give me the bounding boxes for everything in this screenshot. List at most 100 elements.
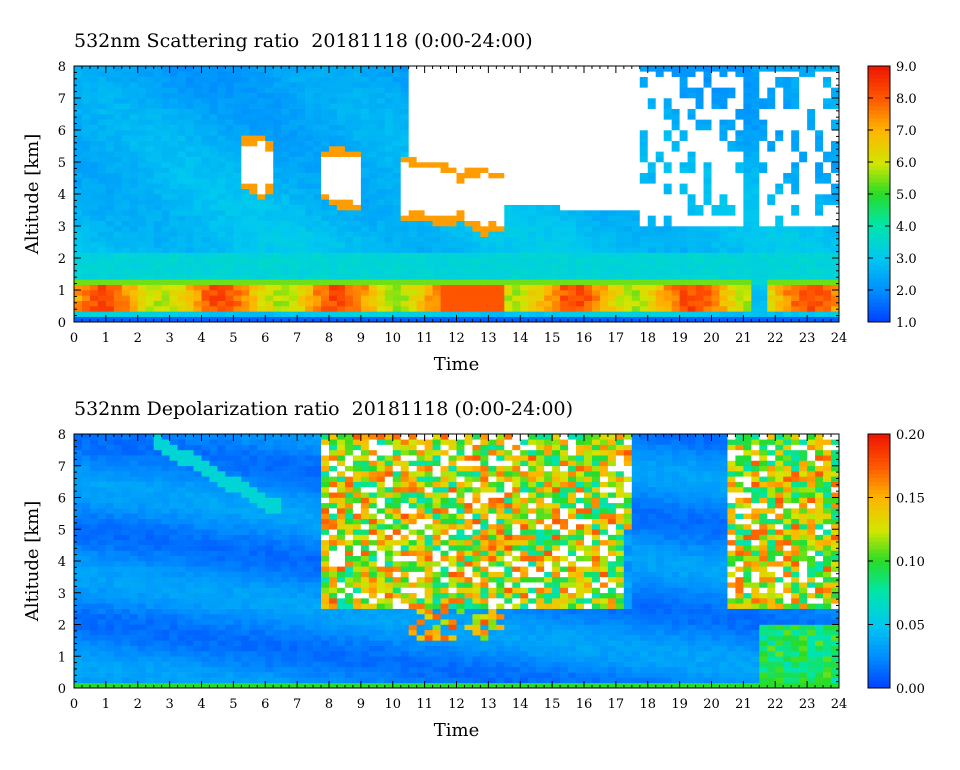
heatmap-cell (89, 162, 99, 168)
heatmap-cell (344, 156, 354, 163)
heatmap-cell (289, 194, 298, 200)
heatmap-cell (512, 130, 521, 136)
heatmap-cell (281, 124, 290, 131)
heatmap-cell (153, 268, 162, 275)
heatmap-cell (137, 82, 147, 88)
heatmap-cell (121, 306, 131, 312)
heatmap-cell (297, 204, 306, 211)
heatmap-cell (360, 172, 370, 179)
heatmap-cell (241, 66, 250, 72)
heatmap-cell (209, 114, 218, 120)
heatmap-cell (105, 98, 115, 104)
heatmap-cell (767, 188, 776, 195)
heatmap-cell (368, 311, 378, 317)
heatmap-cell (807, 82, 816, 88)
heatmap-cell (313, 92, 322, 99)
heatmap-cell (679, 156, 688, 163)
heatmap-cell (711, 135, 720, 141)
heatmap-cell (257, 300, 266, 307)
heatmap-cell (687, 215, 696, 221)
heatmap-cell (177, 172, 186, 179)
heatmap-cell (799, 284, 808, 291)
heatmap-cell (607, 162, 617, 168)
heatmap-cell (424, 290, 433, 296)
heatmap-cell (305, 274, 314, 280)
heatmap-cell (336, 210, 346, 216)
heatmap-cell (607, 114, 617, 120)
heatmap-cell (305, 130, 314, 136)
heatmap-cell (368, 316, 378, 323)
heatmap-cell (273, 66, 282, 72)
heatmap-cell (727, 124, 736, 131)
heatmap-cell (727, 146, 736, 152)
heatmap-cell (456, 135, 465, 141)
heatmap-cell (392, 188, 402, 195)
heatmap-cell (767, 76, 776, 83)
heatmap-cell (655, 172, 664, 179)
heatmap-cell (504, 300, 513, 307)
heatmap-cell (591, 210, 601, 216)
heatmap-cell (89, 247, 99, 253)
heatmap-cell (480, 242, 489, 248)
heatmap-cell (528, 71, 537, 77)
heatmap-cell (177, 188, 186, 195)
heatmap-cell (783, 215, 792, 221)
heatmap-cell (520, 135, 529, 141)
heatmap-cell (719, 119, 728, 125)
heatmap-cell (225, 311, 234, 317)
heatmap-cell (448, 204, 457, 211)
heatmap-cell (512, 156, 521, 163)
heatmap-cell (145, 300, 154, 307)
heatmap-cell (432, 156, 441, 163)
heatmap-cell (305, 98, 314, 104)
heatmap-cell (560, 114, 569, 120)
heatmap-cell (440, 199, 449, 205)
heatmap-cell (408, 247, 417, 253)
heatmap-cell (783, 295, 792, 301)
heatmap-cell (687, 274, 696, 280)
heatmap-cell (297, 188, 306, 195)
heatmap-cell (799, 204, 808, 211)
heatmap-cell (799, 258, 808, 264)
heatmap-cell (815, 103, 824, 109)
heatmap-cell (305, 172, 314, 179)
heatmap-cell (536, 199, 545, 205)
heatmap-cell (599, 220, 609, 227)
heatmap-cell (336, 252, 346, 259)
heatmap-cell (639, 284, 649, 291)
heatmap-cell (488, 194, 497, 200)
heatmap-cell (137, 146, 147, 152)
heatmap-cell (233, 300, 242, 307)
heatmap-cell (735, 295, 744, 301)
heatmap-cell (791, 130, 800, 136)
heatmap-cell (639, 242, 649, 248)
heatmap-cell (615, 311, 625, 317)
heatmap-cell (448, 252, 457, 259)
heatmap-cell (799, 306, 808, 312)
heatmap-cell (344, 119, 354, 125)
heatmap-cell (791, 103, 800, 109)
heatmap-cell (74, 284, 83, 291)
heatmap-cell (560, 108, 569, 115)
heatmap-cell (281, 172, 290, 179)
heatmap-cell (512, 274, 521, 280)
heatmap-cell (121, 119, 131, 125)
heatmap-cell (161, 146, 170, 152)
heatmap-cell (185, 172, 194, 179)
heatmap-cell (695, 268, 704, 275)
heatmap-cell (663, 258, 672, 264)
heatmap-cell (512, 71, 521, 77)
heatmap-cell (799, 220, 808, 227)
heatmap-cell (81, 220, 91, 227)
heatmap-cell (113, 146, 123, 152)
heatmap-cell (177, 215, 186, 221)
heatmap-cell (647, 178, 657, 184)
heatmap-cell (129, 268, 139, 275)
heatmap-cell (257, 71, 266, 77)
heatmap-cell (321, 82, 330, 88)
heatmap-cell (408, 76, 417, 83)
heatmap-cell (727, 295, 736, 301)
heatmap-cell (384, 231, 394, 237)
heatmap-cell (623, 87, 633, 93)
heatmap-cell (153, 114, 162, 120)
